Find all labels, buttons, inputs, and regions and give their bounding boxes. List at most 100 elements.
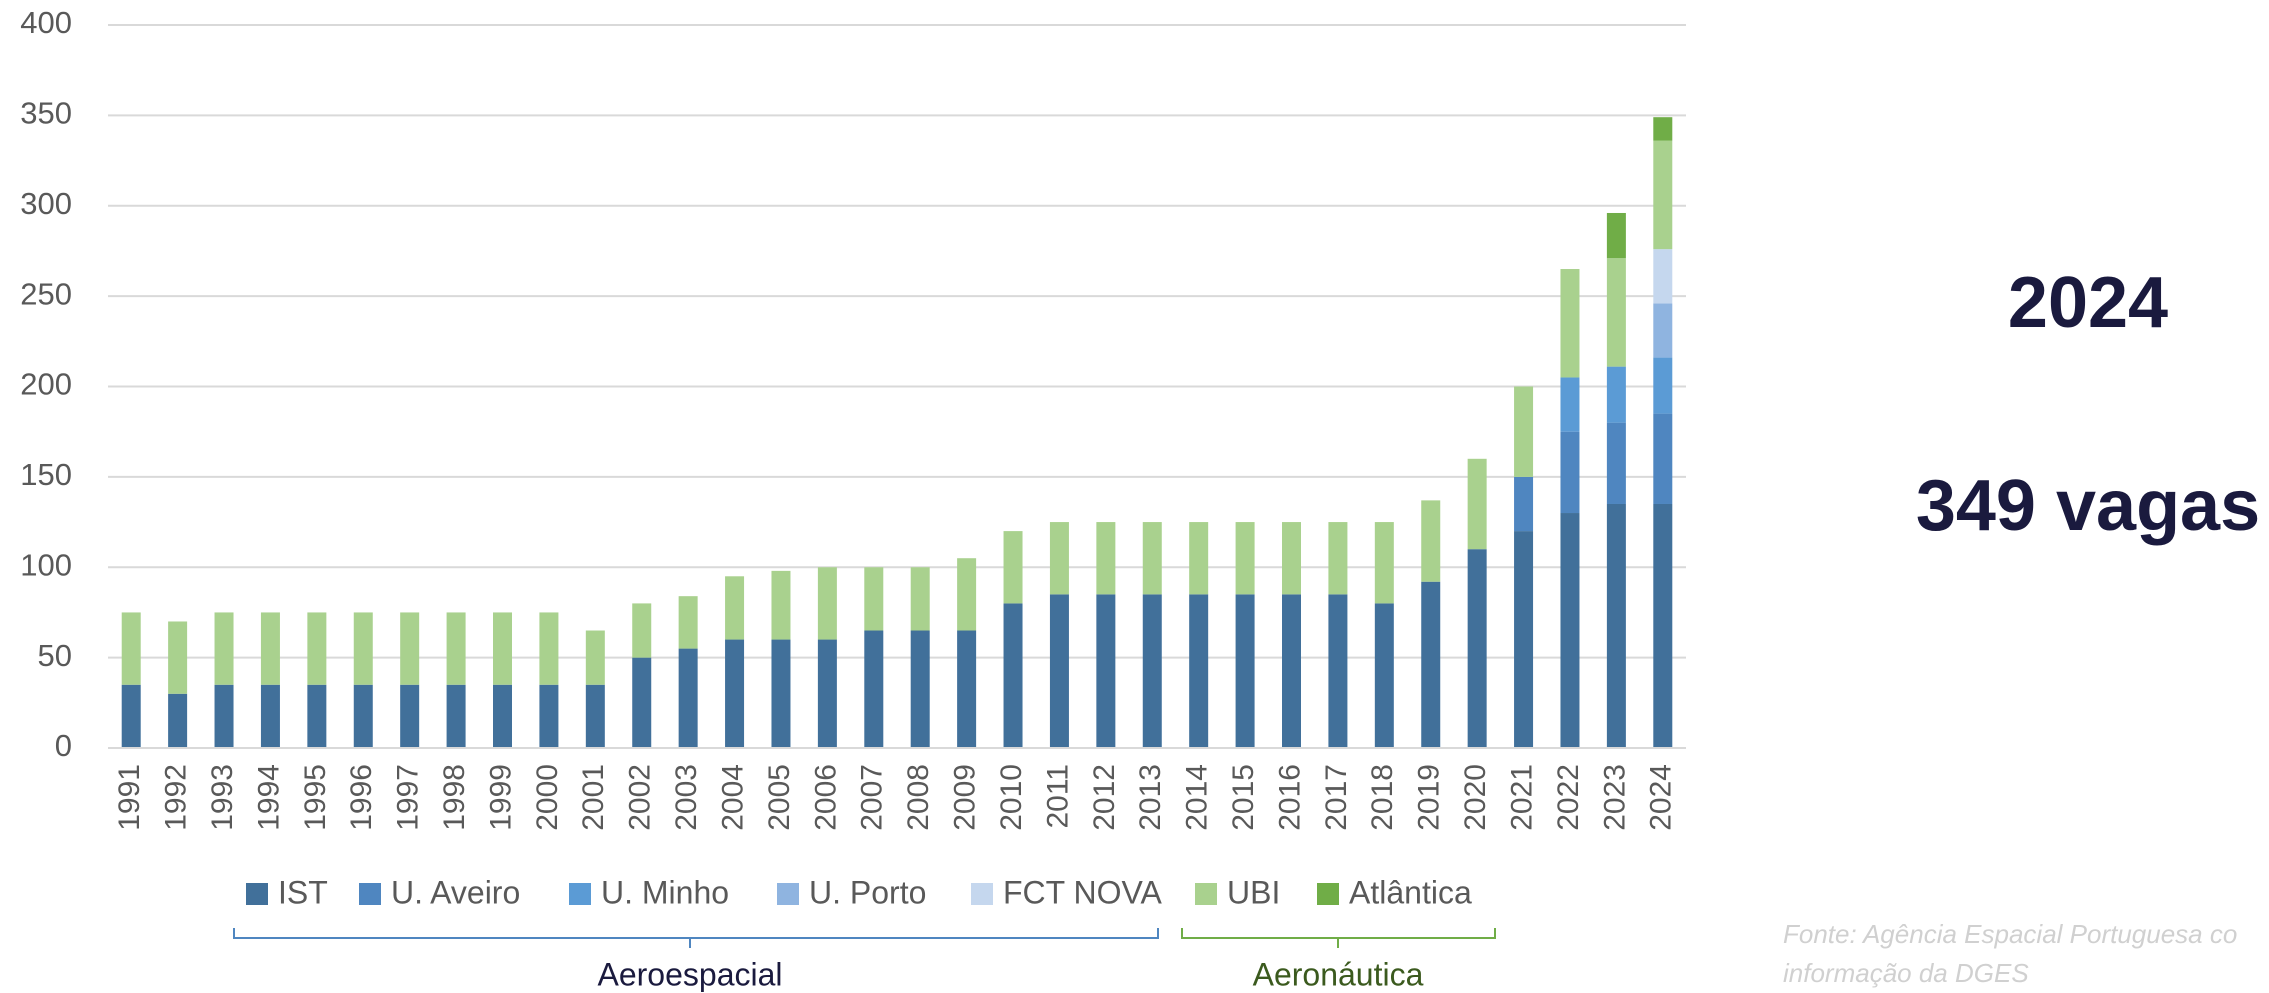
x-tick-label: 1994 <box>252 764 285 831</box>
bar-segment <box>1049 594 1069 748</box>
bar-segment <box>1235 522 1255 595</box>
legend-label: U. Porto <box>809 874 926 910</box>
bar-segment <box>1653 140 1673 250</box>
y-tick-label: 300 <box>20 186 72 221</box>
bar-segment <box>1606 422 1626 504</box>
x-tick-label: 2021 <box>1505 764 1538 831</box>
legend-label: U. Minho <box>601 874 729 910</box>
x-tick-label: 2009 <box>949 764 982 831</box>
bar-segment <box>1560 513 1580 748</box>
bar-segment <box>307 612 327 685</box>
y-tick-label: 0 <box>55 728 72 763</box>
bar-segment <box>1282 594 1301 748</box>
bar-segment <box>1653 503 1673 748</box>
bracket-aeronautica <box>1181 928 1496 948</box>
y-tick-label: 200 <box>20 367 72 402</box>
x-tick-label: 1995 <box>299 764 332 831</box>
legend-label: FCT NOVA <box>1003 874 1162 910</box>
bar-segment <box>1374 603 1394 748</box>
bar-segment <box>957 558 977 631</box>
bar-segment <box>1142 522 1162 595</box>
bar-segment <box>1653 413 1673 504</box>
legend-swatch <box>246 883 268 905</box>
bar-segment <box>1606 212 1626 259</box>
x-tick-label: 2004 <box>716 764 749 831</box>
bar-segment <box>585 630 605 685</box>
bar-segment <box>1467 549 1487 748</box>
bar-segment <box>1142 594 1162 748</box>
bar-segment <box>1467 458 1487 550</box>
bar-segment <box>1514 531 1534 748</box>
bar-segment <box>1003 531 1023 604</box>
legend-swatch <box>569 883 591 905</box>
bar-segment <box>1514 476 1534 532</box>
x-tick-label: 1998 <box>438 764 471 831</box>
bar-segment <box>353 612 373 685</box>
x-tick-label: 2023 <box>1598 764 1631 831</box>
bar-segment <box>1374 522 1394 604</box>
bar-segment <box>864 567 884 631</box>
bar-segment <box>1560 377 1580 432</box>
bar-segment <box>121 684 141 748</box>
legend-label: UBI <box>1227 874 1280 910</box>
group-label: Aeroespacial <box>598 956 783 992</box>
bar-segment <box>817 567 837 640</box>
bar-segment <box>1514 386 1534 477</box>
bar-segment <box>214 684 234 748</box>
bar-segment <box>585 684 605 748</box>
legend-swatch <box>1195 883 1217 905</box>
legend-label: IST <box>278 874 328 910</box>
legend-swatch <box>777 883 799 905</box>
legend-swatch <box>971 883 993 905</box>
bar-segment <box>1653 117 1673 141</box>
bar-segment <box>260 684 280 748</box>
bar-segment <box>725 576 745 640</box>
y-tick-label: 150 <box>20 457 72 492</box>
x-tick-label: 2002 <box>624 764 657 831</box>
bar-segment <box>168 621 188 694</box>
bar-segment <box>121 612 141 685</box>
x-tick-label: 2019 <box>1413 764 1446 831</box>
x-tick-label: 2017 <box>1320 764 1353 831</box>
bar-segment <box>400 684 420 748</box>
x-tick-label: 1999 <box>484 764 517 831</box>
bar-segment <box>493 684 512 748</box>
x-tick-label: 1996 <box>345 764 378 831</box>
x-tick-label: 2015 <box>1227 764 1260 831</box>
x-tick-label: 1992 <box>160 764 193 831</box>
x-tick-label: 2008 <box>902 764 935 831</box>
bar-segment <box>1328 522 1348 595</box>
x-tick-label: 1993 <box>206 764 239 831</box>
bar-segment <box>168 693 188 748</box>
legend-swatch <box>359 883 381 905</box>
bar-segment <box>771 639 791 748</box>
bar-segment <box>400 612 420 685</box>
source: informação da DGES <box>1783 958 2029 988</box>
bar-segment <box>678 648 698 748</box>
group-label: Aeronáutica <box>1253 956 1424 992</box>
bar-segment <box>771 570 791 640</box>
y-tick-label: 100 <box>20 547 72 582</box>
x-tick-label: 2007 <box>856 764 889 831</box>
legend-label: U. Aveiro <box>391 874 520 910</box>
bar-segment <box>725 639 745 748</box>
y-tick-label: 400 <box>20 5 72 40</box>
bar-segment <box>307 684 327 748</box>
bar-segment <box>260 612 280 685</box>
bar-segment <box>1606 366 1626 423</box>
bar-segment <box>1328 594 1348 748</box>
x-tick-label: 2014 <box>1181 764 1214 831</box>
source: Fonte: Agência Espacial Portuguesa co <box>1783 919 2237 949</box>
x-tick-label: 2022 <box>1552 764 1585 831</box>
bar-segment <box>864 630 884 748</box>
bar-segment <box>910 567 930 631</box>
bar-segment <box>1606 503 1626 748</box>
x-tick-label: 2018 <box>1366 764 1399 831</box>
bar-segment <box>446 612 466 685</box>
bar-segment <box>1653 357 1673 414</box>
x-tick-label: 1991 <box>113 764 146 831</box>
bar-segment <box>1049 522 1069 595</box>
bar-segment <box>1189 522 1209 595</box>
bar-segment <box>1189 594 1209 748</box>
